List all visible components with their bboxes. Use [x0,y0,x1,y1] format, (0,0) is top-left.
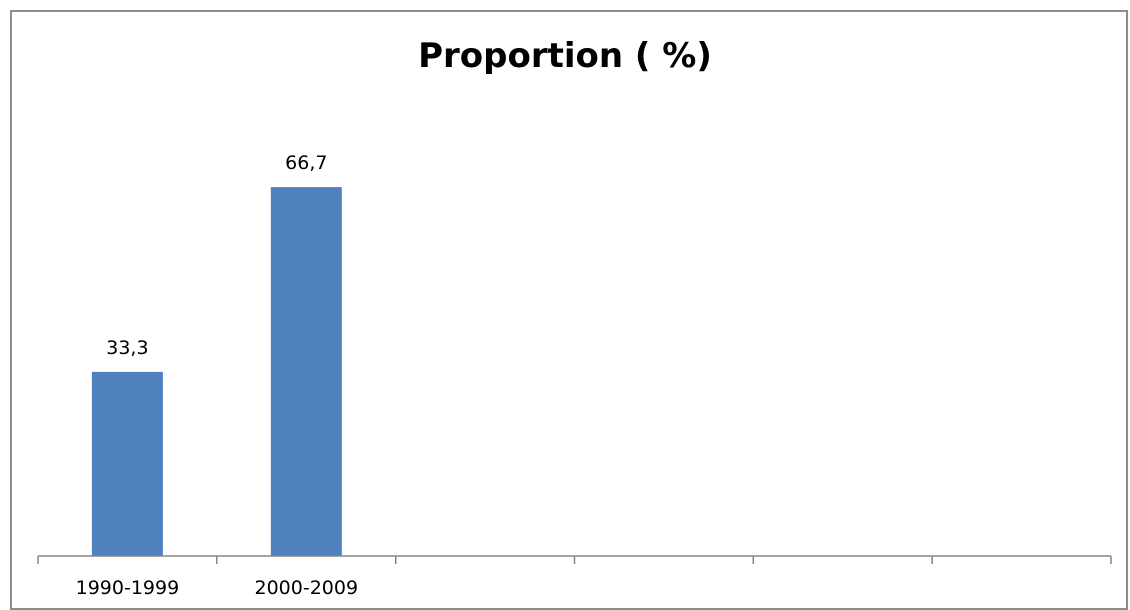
chart-frame [10,10,1128,610]
data-label-2: 66,7 [285,152,327,174]
bar-1 [91,371,163,556]
x-tick-label-1: 1990-1999 [76,577,180,599]
x-tick-label-2: 2000-2009 [255,577,359,599]
bar-2 [270,187,342,556]
data-label-1: 33,3 [106,337,148,359]
chart-title: Proportion ( %) [418,36,712,76]
